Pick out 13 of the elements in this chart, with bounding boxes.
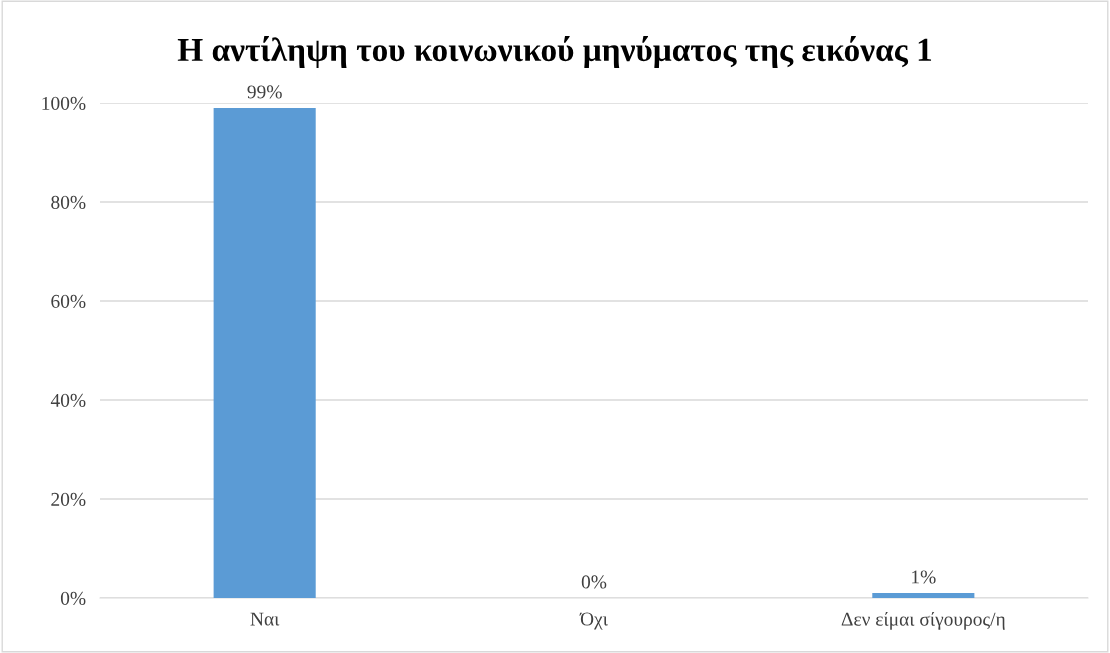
chart-title: Η αντίληψη του κοινωνικού μηνύματος της εικόνας 1 xyxy=(177,36,932,68)
y-tick-label: 0% xyxy=(60,591,86,605)
y-tick-label: 100% xyxy=(42,96,86,110)
data-label: 1% xyxy=(912,570,936,584)
y-tick-label: 80% xyxy=(51,195,86,209)
data-label: 99% xyxy=(247,85,282,99)
x-tick-label: Όχι xyxy=(579,612,608,630)
y-tick-label: 40% xyxy=(50,393,86,407)
y-tick-label: 20% xyxy=(51,492,86,506)
y-tick-label: 60% xyxy=(51,294,86,308)
data-label: 0% xyxy=(581,575,607,589)
x-tick-label: Ναι xyxy=(250,612,280,626)
x-tick-label: Δεν είμαι σίγουρος/η xyxy=(841,611,1005,630)
